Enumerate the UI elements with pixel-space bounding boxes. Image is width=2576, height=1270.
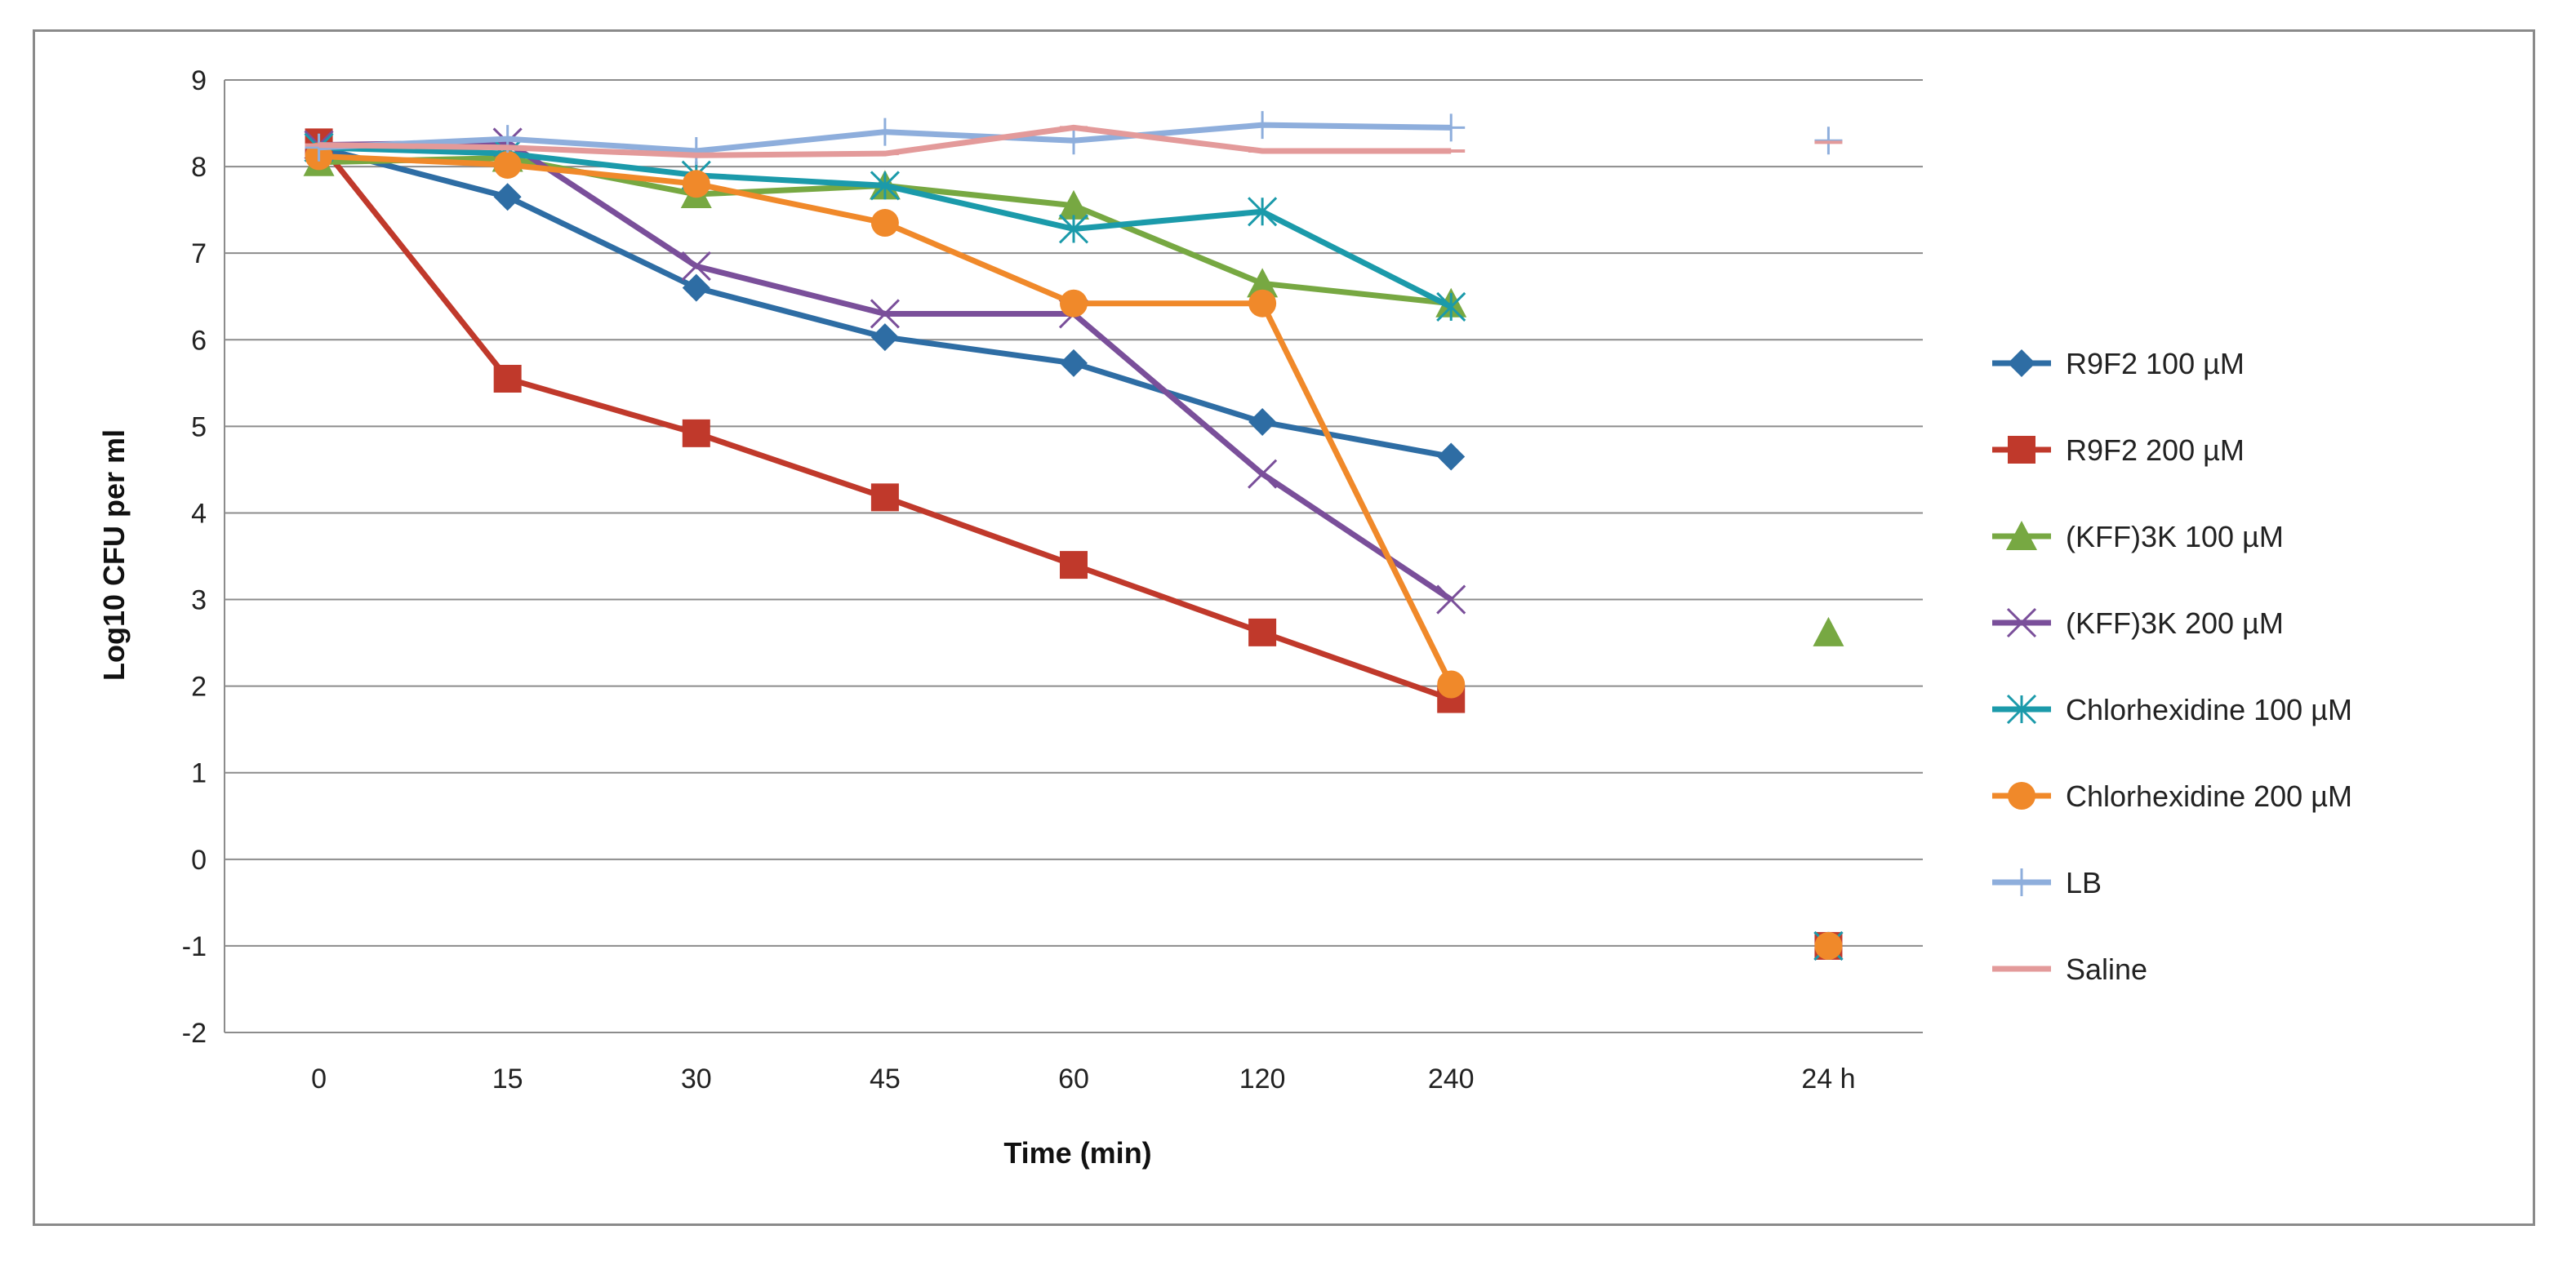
legend-marker-0 [2008, 349, 2035, 377]
data-point-0-6 [1437, 442, 1466, 471]
legend-item-6: LB [1992, 866, 2102, 899]
x-tick-label-5: 120 [1239, 1064, 1286, 1095]
data-point-0-2 [682, 273, 710, 302]
legend-label-1: R9F2 200 µM [2066, 433, 2245, 467]
data-point-3-2 [681, 251, 711, 282]
legend-label-0: R9F2 100 µM [2066, 347, 2245, 380]
legend: R9F2 100 µM R9F2 200 µM (KFF)3K 100 µM (KFF… [1992, 347, 2352, 986]
legend-marker-4 [2006, 694, 2037, 725]
legend-label-5: Chlorhexidine 200 µM [2066, 779, 2352, 813]
legend-marker-6 [2008, 868, 2035, 896]
legend-item-5: Chlorhexidine 200 µM [1992, 779, 2352, 813]
data-point-0-1 [493, 183, 522, 211]
x-tick-label-0: 0 [311, 1064, 327, 1095]
data-point-1-3 [870, 483, 899, 512]
legend-item-1: R9F2 200 µM [1992, 433, 2245, 467]
y-tick-label-0: -2 [182, 1018, 207, 1049]
series-line-3 [319, 142, 1829, 946]
data-point-5-8 [1814, 931, 1843, 960]
legend-marker-5 [2008, 782, 2035, 810]
data-point-0-4 [1060, 349, 1088, 377]
data-point-2-8 [1813, 616, 1844, 646]
y-tick-label-5: 3 [191, 585, 207, 616]
data-point-6-6 [1437, 113, 1466, 142]
x-tick-label-4: 60 [1058, 1064, 1089, 1095]
legend-label-4: Chlorhexidine 100 µM [2066, 693, 2352, 726]
data-point-3-3 [870, 299, 900, 329]
y-tick-label-7: 5 [191, 411, 207, 442]
data-point-6-3 [870, 118, 899, 146]
data-point-4-5 [1248, 197, 1278, 227]
data-point-3-6 [1436, 584, 1466, 615]
y-tick-label-9: 7 [191, 238, 207, 269]
data-point-6-0 [305, 133, 333, 162]
legend-item-0: R9F2 100 µM [1992, 347, 2245, 380]
legend-item-7: Saline [1992, 952, 2147, 986]
data-point-6-5 [1248, 111, 1277, 140]
data-point-1-2 [682, 419, 710, 447]
data-point-0-3 [870, 323, 899, 352]
series-4 [304, 132, 1844, 961]
data-point-1-4 [1060, 551, 1088, 579]
legend-label-6: LB [2066, 866, 2102, 899]
data-point-3-5 [1248, 459, 1278, 489]
y-axis-title: Log10 CFU per ml [97, 429, 131, 681]
legend-label-3: (KFF)3K 200 µM [2066, 606, 2284, 640]
y-tick-label-11: 9 [191, 65, 207, 96]
data-point-6-2 [682, 136, 710, 165]
data-point-2-5 [1247, 268, 1279, 298]
legend-marker-3 [2006, 607, 2037, 638]
series-7 [305, 127, 1843, 155]
data-point-6-8 [1814, 127, 1843, 155]
series-line-4 [319, 148, 1829, 946]
x-axis-title: Time (min) [1003, 1136, 1151, 1170]
x-tick-label-1: 15 [492, 1064, 523, 1095]
x-tick-label-2: 30 [681, 1064, 712, 1095]
series-5 [305, 142, 1843, 960]
legend-label-2: (KFF)3K 100 µM [2066, 520, 2284, 553]
data-point-0-5 [1248, 408, 1277, 437]
data-point-1-5 [1248, 618, 1277, 646]
series-line-1 [319, 142, 1829, 946]
data-point-2-4 [1058, 189, 1089, 220]
legend-marker-1 [2008, 436, 2035, 464]
y-tick-label-6: 4 [191, 498, 207, 529]
series-6 [305, 111, 1843, 165]
data-point-4-4 [1058, 214, 1089, 244]
y-tick-label-10: 8 [191, 152, 207, 183]
data-point-5-5 [1248, 289, 1277, 318]
y-tick-label-4: 2 [191, 672, 207, 703]
data-point-1-1 [493, 365, 522, 393]
x-tick-label-6: 240 [1428, 1064, 1475, 1095]
x-tick-label-3: 45 [870, 1064, 901, 1095]
data-point-5-3 [870, 209, 899, 238]
x-tick-label-8: 24 h [1801, 1064, 1855, 1095]
grid-layer [225, 79, 1923, 1033]
legend-item-2: (KFF)3K 100 µM [1992, 520, 2284, 553]
legend-item-3: (KFF)3K 200 µM [1992, 606, 2284, 640]
data-point-4-6 [1436, 291, 1466, 322]
series-layer [303, 111, 1844, 961]
y-tick-label-1: -1 [182, 931, 207, 962]
series-line-0 [319, 148, 1829, 946]
y-tick-label-8: 6 [191, 325, 207, 356]
legend-marker-2 [2006, 521, 2037, 550]
data-point-5-1 [493, 150, 522, 179]
legend-item-4: Chlorhexidine 100 µM [1992, 693, 2352, 726]
series-0 [305, 133, 1843, 960]
data-point-6-4 [1060, 127, 1088, 155]
data-point-5-6 [1437, 670, 1466, 699]
legend-label-7: Saline [2066, 952, 2147, 986]
chart-frame [33, 29, 2535, 1226]
data-point-5-4 [1060, 289, 1088, 318]
y-tick-label-2: 0 [191, 845, 207, 876]
data-point-5-2 [682, 170, 710, 198]
data-point-4-3 [870, 171, 900, 201]
y-tick-label-3: 1 [191, 758, 207, 789]
